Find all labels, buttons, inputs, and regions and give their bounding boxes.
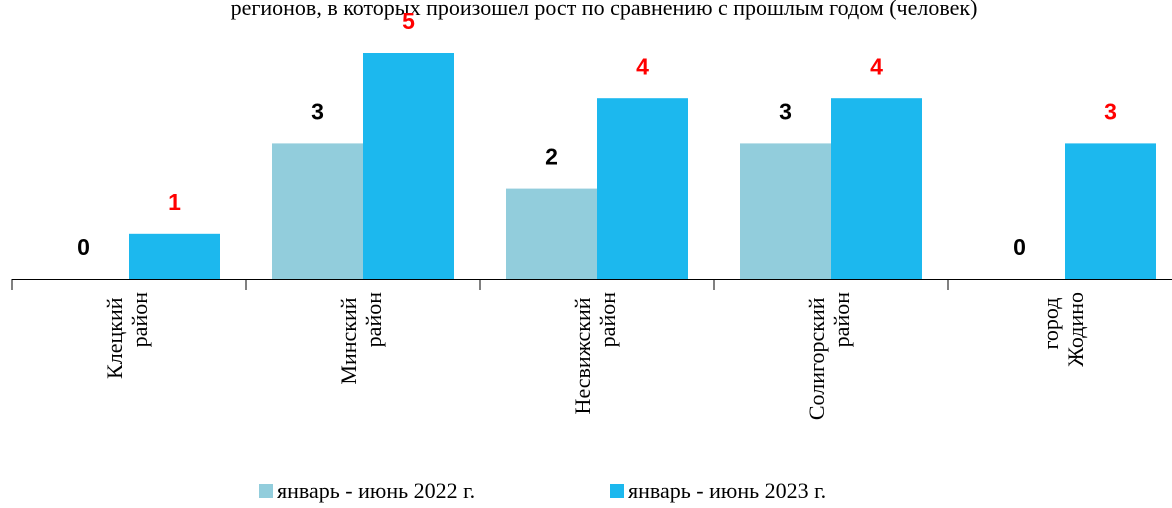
x-tick-label: Клецкий район	[102, 292, 152, 379]
chart-title: регионов, в которых произошел рост по ср…	[231, 0, 978, 20]
value-label: 1	[168, 189, 181, 215]
x-tick-label: Минский район	[336, 292, 386, 385]
bar	[1065, 143, 1156, 279]
bar	[740, 143, 831, 279]
legend-label: январь - июнь 2023 г.	[628, 478, 826, 503]
value-label: 3	[779, 98, 792, 124]
legend-swatch	[259, 484, 273, 498]
bar	[129, 233, 220, 279]
bar	[831, 98, 922, 279]
value-label: 4	[636, 53, 649, 79]
value-label: 3	[1104, 98, 1117, 124]
value-label: 4	[870, 53, 883, 79]
legend-swatch	[610, 484, 624, 498]
value-label: 0	[1013, 234, 1026, 260]
legend-label: январь - июнь 2022 г.	[277, 478, 475, 503]
x-tick-label: Солигорский район	[804, 292, 854, 420]
value-label: 2	[545, 144, 558, 170]
value-label: 5	[402, 8, 415, 34]
bar	[363, 53, 454, 279]
x-tick-label: Несвижский район	[570, 292, 620, 415]
bar	[272, 143, 363, 279]
x-tick-label: город Жодино	[1038, 292, 1088, 367]
bar	[597, 98, 688, 279]
value-label: 0	[77, 234, 90, 260]
bar	[506, 188, 597, 279]
value-label: 3	[311, 98, 324, 124]
